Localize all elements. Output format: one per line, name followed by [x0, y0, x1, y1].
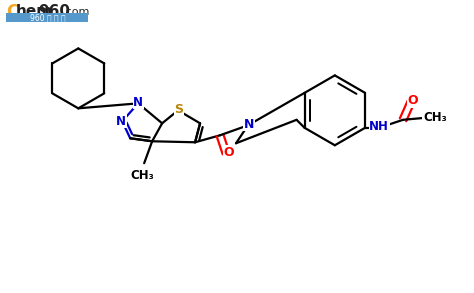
- Text: N: N: [116, 115, 126, 128]
- Text: S: S: [174, 103, 183, 116]
- Text: hem: hem: [15, 4, 53, 19]
- Text: O: O: [224, 146, 234, 159]
- Text: 960 化 工 网: 960 化 工 网: [29, 13, 65, 22]
- Text: N: N: [133, 96, 143, 109]
- Text: CH₃: CH₃: [423, 111, 447, 124]
- Bar: [7, 13, 88, 23]
- Text: N: N: [244, 118, 254, 131]
- Text: 960: 960: [38, 4, 70, 19]
- Text: .com: .com: [62, 6, 90, 16]
- Text: NH: NH: [369, 120, 389, 133]
- Text: CH₃: CH₃: [130, 169, 154, 182]
- Text: C: C: [7, 3, 18, 21]
- Text: O: O: [408, 94, 418, 107]
